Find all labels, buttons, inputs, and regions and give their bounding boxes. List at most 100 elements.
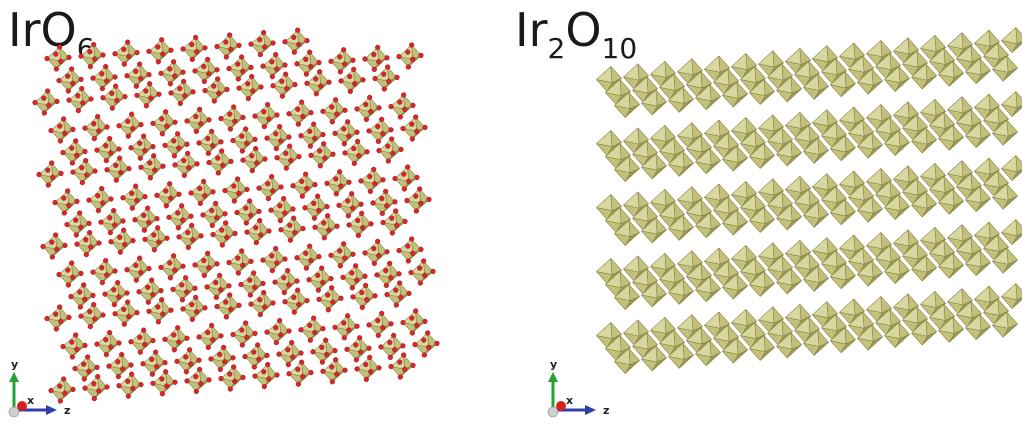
octahedron: [910, 63, 937, 90]
octahedron: [721, 273, 748, 300]
oxygen-atom: [277, 318, 283, 324]
oxygen-atom: [292, 82, 298, 88]
oxygen-atom: [187, 347, 193, 353]
oxygen-atom: [179, 203, 185, 209]
oxygen-atom: [107, 215, 113, 221]
octahedron: [964, 185, 991, 213]
oxygen-atom: [397, 280, 403, 286]
oxygen-atom: [290, 183, 296, 189]
oxygen-atom: [273, 325, 279, 331]
oxygen-atom: [329, 379, 335, 385]
oxygen-atom: [74, 346, 80, 352]
oxygen-atom: [316, 207, 322, 214]
octahedron: [613, 347, 640, 374]
oxygen-atom: [205, 56, 211, 63]
oxygen-atom: [303, 171, 309, 177]
oxygen-atom: [430, 268, 436, 275]
oxygen-atom: [193, 34, 199, 41]
oxygen-atom: [138, 269, 144, 276]
oxygen-atom: [366, 322, 372, 328]
oxygen-atom: [234, 209, 240, 216]
oxygen-atom: [150, 291, 156, 298]
oxygen-atom: [328, 276, 334, 282]
oxygen-atom: [171, 253, 177, 259]
octahedron: [613, 219, 640, 246]
oxygen-atom: [248, 64, 254, 71]
y-axis-label: y: [11, 358, 18, 371]
oxygen-atom: [363, 361, 369, 368]
oxygen-atom: [302, 205, 308, 211]
oxygen-atom: [159, 297, 165, 303]
oxygen-atom: [408, 269, 414, 276]
octahedron: [370, 188, 398, 217]
oxygen-atom: [197, 200, 203, 207]
oxygen-atom: [265, 181, 271, 187]
oxygen-atom: [417, 280, 423, 286]
oxygen-atom: [380, 219, 386, 226]
oxygen-atom: [65, 282, 71, 288]
octahedron: [286, 359, 314, 387]
origin-sphere: [8, 406, 20, 418]
octahedron: [910, 191, 937, 218]
octahedron: [748, 270, 775, 297]
oxygen-atom: [167, 181, 173, 187]
oxygen-atom: [137, 140, 143, 146]
oxygen-atom: [57, 383, 63, 389]
oxygen-atom: [286, 134, 292, 140]
oxygen-atom: [163, 109, 169, 115]
oxygen-atom: [236, 85, 242, 91]
oxygen-atom: [279, 93, 285, 99]
oxygen-atom: [196, 140, 202, 146]
oxygen-atom: [413, 193, 419, 199]
oxygen-atom: [218, 333, 224, 339]
octahedron: [336, 191, 364, 219]
oxygen-atom: [409, 136, 415, 142]
oxygen-atom: [398, 146, 404, 153]
oxygen-atom: [333, 176, 339, 182]
octahedron: [328, 241, 356, 269]
oxygen-atom: [133, 68, 139, 74]
oxygen-atom: [329, 119, 335, 125]
oxygen-atom: [52, 199, 58, 206]
oxygen-atom: [194, 49, 200, 55]
oxygen-atom: [249, 73, 255, 80]
oxygen-atom: [210, 189, 216, 195]
octahedron: [100, 83, 128, 111]
oxygen-atom: [104, 78, 110, 84]
oxygen-atom: [172, 379, 178, 385]
octahedron: [775, 76, 802, 103]
oxygen-atom: [109, 105, 115, 111]
octahedron: [86, 186, 114, 214]
oxygen-atom: [236, 190, 242, 196]
octahedron: [721, 337, 748, 364]
y-axis-arrowhead: [9, 372, 19, 382]
octahedron: [78, 41, 106, 70]
oxygen-atom: [172, 119, 178, 125]
octahedron: [694, 147, 721, 175]
oxygen-atom: [312, 329, 318, 336]
oxygen-atom: [330, 151, 336, 157]
oxygen-atom: [295, 106, 301, 112]
oxygen-atom: [208, 356, 214, 362]
oxygen-atom: [434, 340, 440, 347]
octahedron: [865, 295, 892, 322]
oxygen-atom: [112, 268, 118, 274]
oxygen-atom: [177, 100, 183, 107]
oxygen-atom: [41, 110, 47, 116]
octahedron: [134, 81, 162, 109]
oxygen-atom: [81, 376, 87, 382]
oxygen-atom: [116, 294, 122, 300]
oxygen-atom: [249, 153, 255, 159]
oxygen-atom: [368, 369, 374, 375]
octahedron: [124, 255, 152, 283]
oxygen-atom: [392, 199, 398, 205]
octahedron: [180, 294, 208, 323]
octahedron: [106, 352, 134, 380]
oxygen-atom: [341, 141, 347, 147]
oxygen-atom: [87, 63, 93, 70]
octahedron: [82, 374, 110, 402]
oxygen-atom: [53, 51, 59, 57]
octahedron: [991, 247, 1018, 274]
oxygen-atom: [171, 138, 177, 144]
oxygen-atom: [137, 155, 143, 161]
